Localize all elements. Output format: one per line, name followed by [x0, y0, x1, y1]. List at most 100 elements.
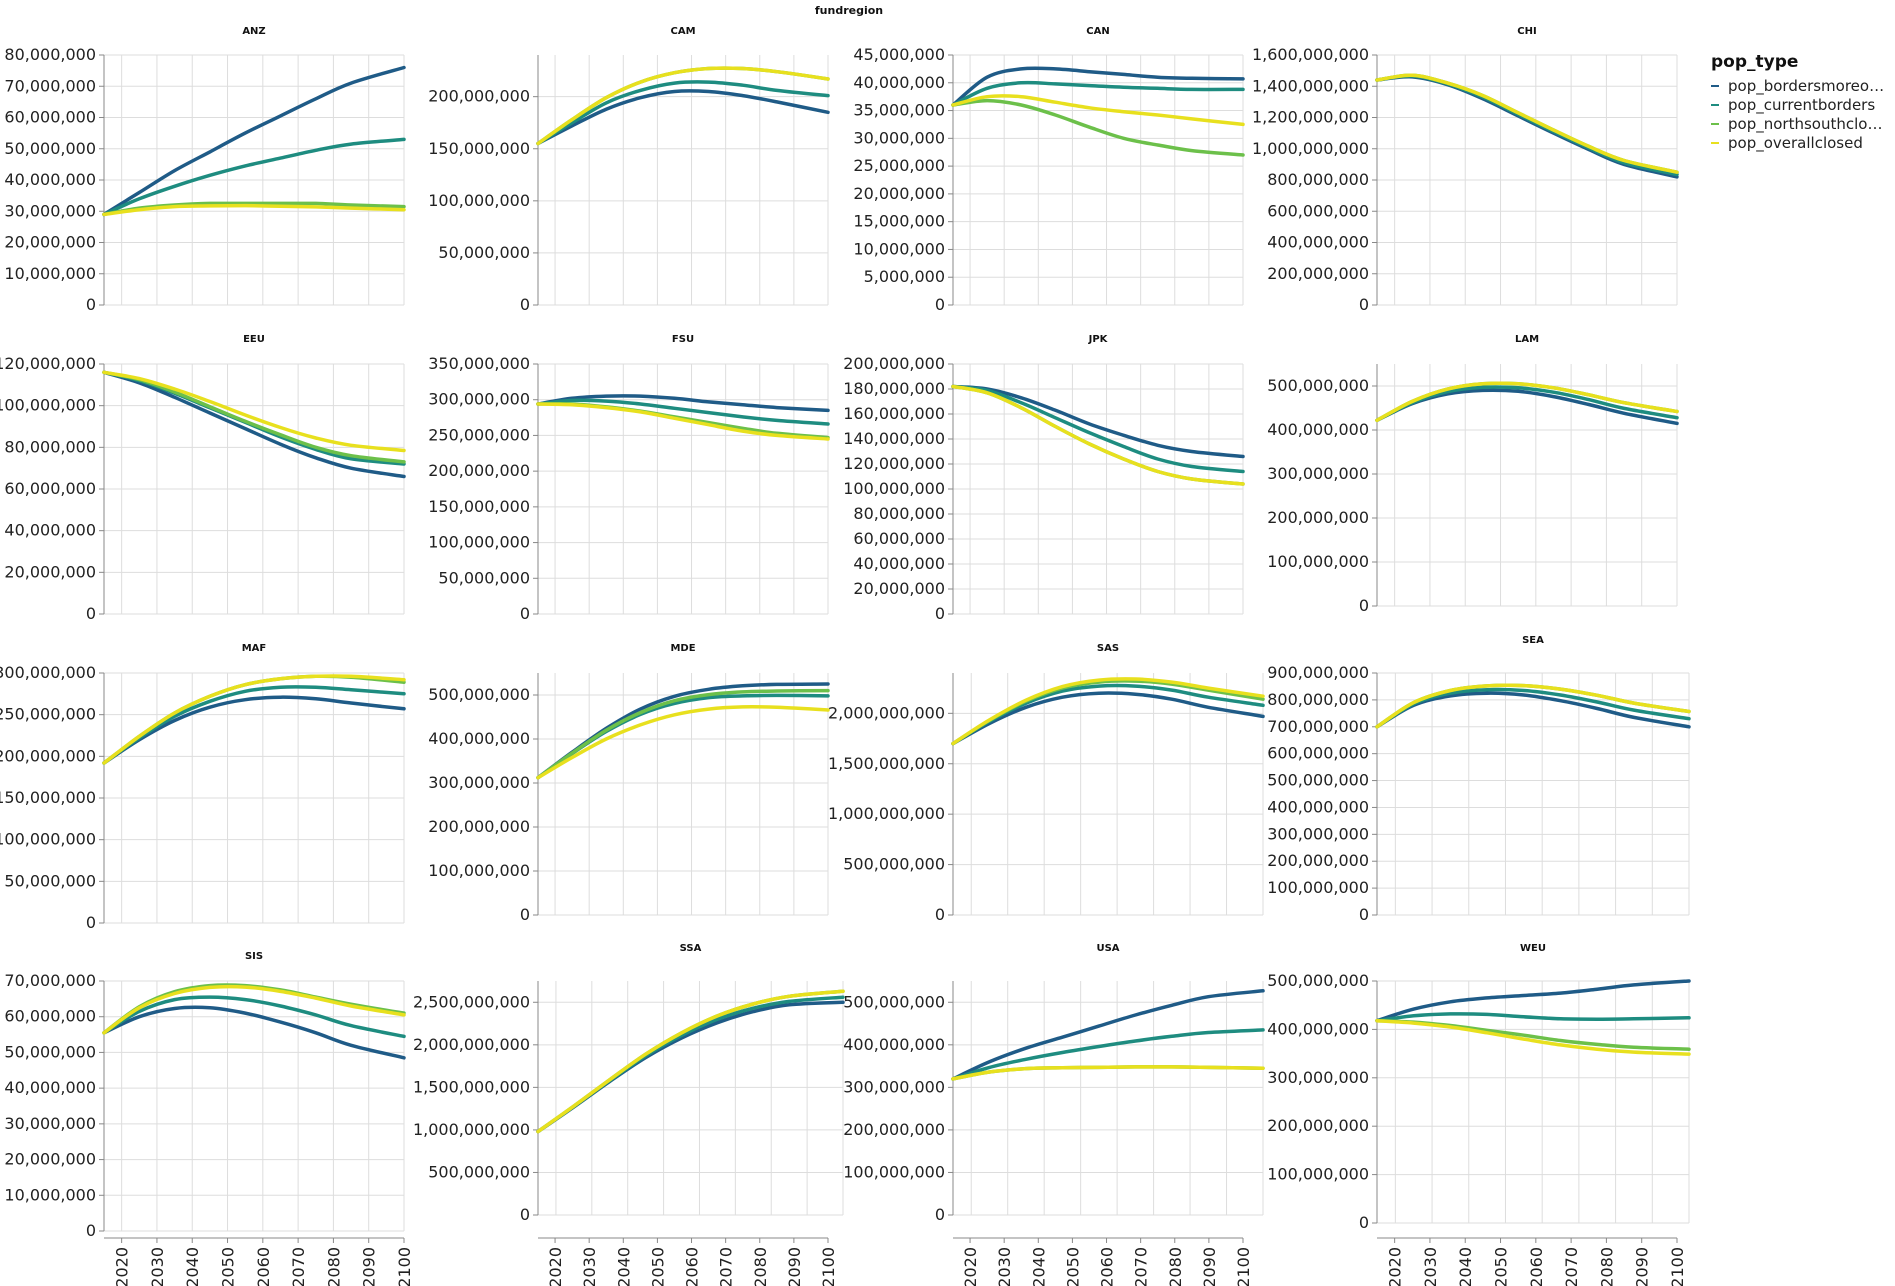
- y-tick-label: 60,000,000: [4, 479, 96, 498]
- panel-usa: USA 0 100,000,000 200,000,000 300,000,000 400…: [843, 943, 1265, 1224]
- y-tick-label: 300,000,000: [428, 773, 530, 792]
- y-tick-label: 50,000,000: [4, 1042, 96, 1061]
- legend-line-icon: [1711, 141, 1719, 144]
- y-tick-label: 40,000,000: [4, 521, 96, 540]
- y-tick-label: 35,000,000: [853, 101, 945, 120]
- y-tick-label: 500,000,000: [843, 855, 945, 874]
- y-tick-label: 100,000,000: [1267, 552, 1369, 571]
- panel-sas: SAS 0 500,000,000 1,000,000,000 1,500,000,00…: [828, 643, 1265, 924]
- x-tick-label: 2100: [395, 1247, 414, 1286]
- panel-chi: CHI 0 200,000,000 400,000,000 600,000,000 800…: [1252, 26, 1679, 314]
- x-tick-label: 2070: [289, 1247, 308, 1286]
- y-tick-label: 0: [1359, 1213, 1369, 1232]
- y-tick-label: 100,000,000: [428, 191, 530, 210]
- y-tick-label: 50,000,000: [4, 139, 96, 158]
- y-tick-label: 200,000,000: [0, 746, 96, 765]
- series-line-pop_bordersmoreop...: [102, 65, 406, 217]
- y-tick-label: 0: [86, 295, 96, 314]
- y-tick-label: 150,000,000: [428, 139, 530, 158]
- panel-title: SEA: [1522, 635, 1544, 646]
- series-line-pop_bordersmoreop...: [1375, 979, 1691, 1023]
- panel-anz: ANZ 0 10,000,000 20,000,000 30,000,000 40,000…: [4, 26, 406, 314]
- y-tick-label: 100,000,000: [843, 1162, 945, 1181]
- panel-eeu: EEU 0 20,000,000 40,000,000 60,000,000 80,000…: [0, 334, 406, 623]
- series-line-pop_currentborders: [1375, 74, 1679, 177]
- y-tick-label: 0: [86, 913, 96, 932]
- y-tick-label: 2,000,000,000: [828, 703, 945, 722]
- y-tick-label: 2,500,000,000: [413, 992, 530, 1011]
- series-line-pop_bordersmoreop...: [951, 384, 1245, 459]
- series-line-pop_overallclosed: [102, 203, 406, 217]
- legend-label: pop_northsouthclosed: [1728, 114, 1890, 133]
- panel-title: SIS: [245, 951, 263, 962]
- y-tick-label: 0: [935, 905, 945, 924]
- series-line-pop_currentborders: [536, 80, 830, 146]
- y-tick-label: 0: [1359, 295, 1369, 314]
- y-tick-label: 5,000,000: [864, 267, 945, 286]
- y-tick-label: 300,000,000: [1267, 1068, 1369, 1087]
- x-tick-label: 2040: [1029, 1247, 1048, 1286]
- y-tick-label: 100,000,000: [1267, 878, 1369, 897]
- y-tick-label: 400,000,000: [1267, 1019, 1369, 1038]
- x-axis-col-1: 2020 2030 2040 2050 2060 2070 2080 2090 2100: [104, 1237, 414, 1286]
- y-tick-label: 400,000,000: [428, 729, 530, 748]
- y-tick-label: 800,000,000: [1267, 690, 1369, 709]
- panel-sis: SIS 0 10,000,000 20,000,000 30,000,000 40,000…: [4, 951, 406, 1240]
- series-line-pop_overallclosed: [102, 984, 406, 1035]
- legend-line-icon: [1711, 84, 1719, 87]
- series-line-pop_currentborders: [951, 384, 1245, 474]
- panel-title: CAM: [670, 26, 695, 37]
- y-tick-label: 500,000,000: [428, 1162, 530, 1181]
- x-axis-col-3: 2020 2030 2040 2050 2060 2070 2080 2090 2100: [953, 1237, 1253, 1286]
- series-line-pop_bordersmoreop...: [951, 989, 1265, 1081]
- y-tick-label: 200,000,000: [1267, 851, 1369, 870]
- panel-ssa: SSA 0 500,000,000 1,000,000,000 1,500,000,00…: [413, 943, 845, 1224]
- y-tick-label: 80,000,000: [4, 45, 96, 64]
- series-line-pop_bordersmoreop...: [1375, 388, 1679, 426]
- y-tick-label: 20,000,000: [4, 562, 96, 581]
- panel-title: CHI: [1517, 26, 1536, 37]
- y-tick-label: 100,000,000: [843, 479, 945, 498]
- x-tick-label: 2090: [360, 1247, 379, 1286]
- y-tick-label: 0: [86, 604, 96, 623]
- legend-item: pop_northsouthclosed: [1711, 114, 1890, 133]
- y-tick-label: 300,000,000: [1267, 464, 1369, 483]
- y-tick-label: 120,000,000: [0, 354, 96, 373]
- series-line-pop_currentborders: [536, 995, 845, 1134]
- x-tick-label: 2100: [819, 1247, 838, 1286]
- legend-label: pop_currentborders: [1728, 95, 1876, 114]
- x-tick-label: 2040: [183, 1247, 202, 1286]
- y-tick-label: 600,000,000: [1267, 201, 1369, 220]
- series-line-pop_overallclosed: [1375, 683, 1691, 729]
- y-tick-label: 10,000,000: [4, 264, 96, 283]
- x-tick-label: 2100: [1234, 1247, 1253, 1286]
- y-tick-label: 50,000,000: [4, 871, 96, 890]
- legend-label: pop_bordersmoreop...: [1728, 76, 1890, 95]
- x-tick-label: 2080: [1166, 1247, 1185, 1286]
- y-tick-label: 40,000,000: [4, 1078, 96, 1097]
- x-tick-label: 2050: [1492, 1247, 1511, 1286]
- panel-title: JPK: [1088, 334, 1109, 345]
- y-tick-label: 1,500,000,000: [413, 1077, 530, 1096]
- series-line-pop_overallclosed: [951, 384, 1245, 486]
- panel-cam: CAM 0 50,000,000 100,000,000 150,000,000 200,…: [428, 26, 830, 314]
- panel-sea: SEA 0 100,000,000 200,000,000 300,000,000 400…: [1267, 635, 1691, 924]
- y-tick-label: 0: [86, 1221, 96, 1240]
- legend-title: pop_type: [1711, 52, 1799, 72]
- x-tick-label: 2030: [1421, 1247, 1440, 1286]
- y-tick-label: 20,000,000: [853, 184, 945, 203]
- y-tick-label: 60,000,000: [4, 108, 96, 127]
- y-tick-label: 150,000,000: [428, 497, 530, 516]
- series-line-pop_currentborders: [102, 995, 406, 1039]
- y-tick-label: 10,000,000: [4, 1185, 96, 1204]
- series-line-pop_northsouthclosed: [536, 66, 830, 146]
- x-tick-label: 2090: [1200, 1247, 1219, 1286]
- panel-title: ANZ: [242, 26, 265, 37]
- panel-maf: MAF 0 50,000,000 100,000,000 150,000,000 200,…: [0, 643, 406, 932]
- y-tick-label: 60,000,000: [853, 529, 945, 548]
- y-tick-label: 80,000,000: [853, 504, 945, 523]
- panel-lam: LAM 0 100,000,000 200,000,000 300,000,000 400…: [1267, 334, 1679, 615]
- series-line-pop_bordersmoreop...: [536, 1000, 845, 1134]
- panel-weu: WEU 0 100,000,000 200,000,000 300,000,000 400…: [1267, 943, 1691, 1232]
- series-line-pop_bordersmoreop...: [102, 1005, 406, 1060]
